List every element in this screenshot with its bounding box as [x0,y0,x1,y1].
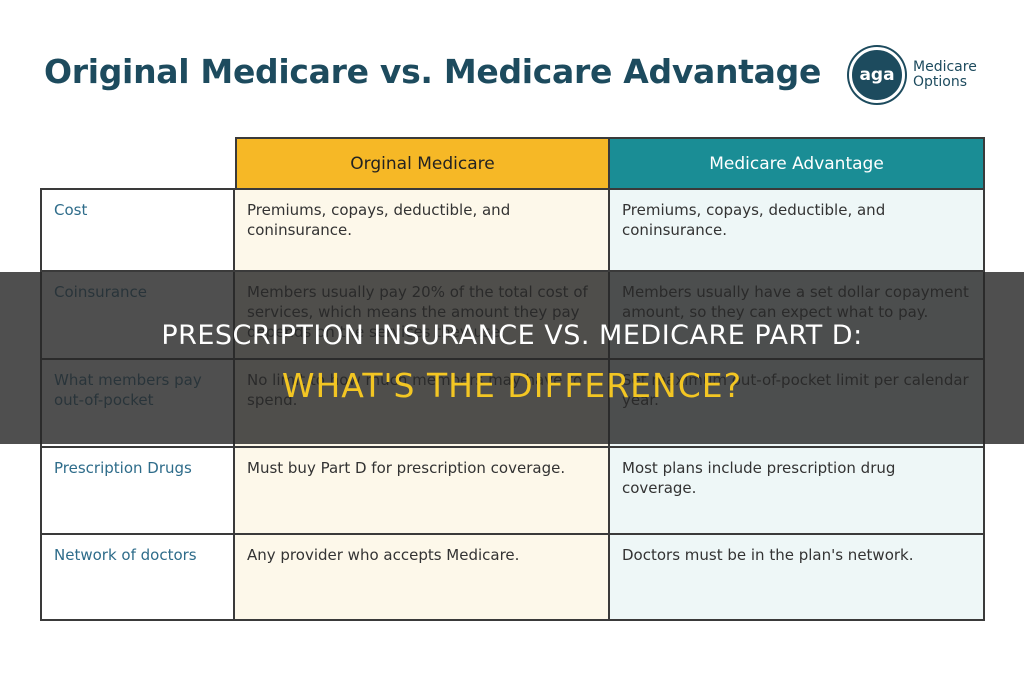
table-cell: Most plans include prescription drug cov… [608,446,985,535]
table-cell: Must buy Part D for prescription coverag… [233,446,610,535]
overlay-subheadline: WHAT'S THE DIFFERENCE? [281,366,743,405]
logo-mark: aga [849,47,905,103]
table-cell: Any provider who accepts Medicare. [233,533,610,621]
column-header: Orginal Medicare [235,137,610,190]
overlay-band [0,272,1024,444]
overlay-headline: PRESCRIPTION INSURANCE VS. MEDICARE PART… [161,320,863,351]
logo-text: Medicare Options [913,59,977,90]
row-label: Network of doctors [40,533,235,621]
table-cell: Premiums, copays, deductible, and conins… [233,188,610,272]
table-cell: Doctors must be in the plan's network. [608,533,985,621]
row-label: Cost [40,188,235,272]
column-header: Medicare Advantage [608,137,985,190]
page-title: Original Medicare vs. Medicare Advantage [44,52,822,91]
row-label: Prescription Drugs [40,446,235,535]
table-cell: Premiums, copays, deductible, and conins… [608,188,985,272]
